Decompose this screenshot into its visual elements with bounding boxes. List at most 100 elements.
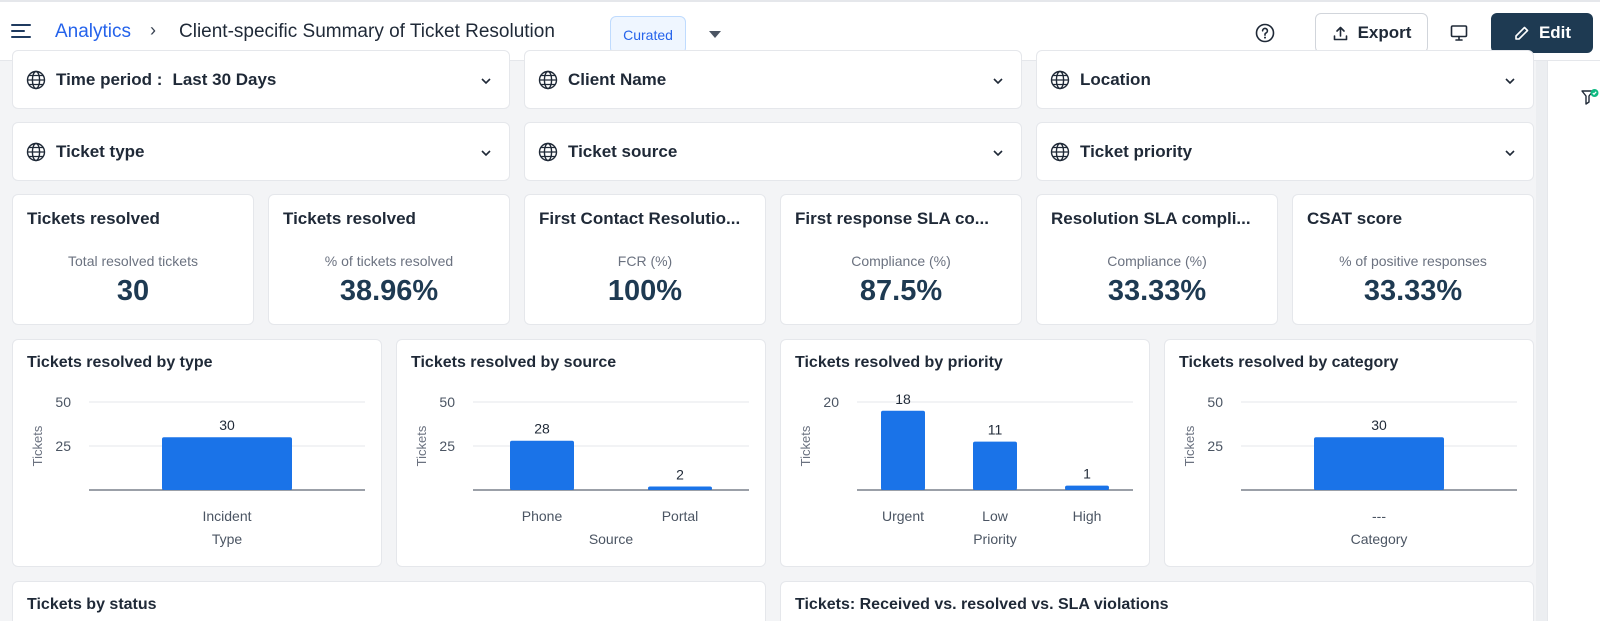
kpi-card-first-response-sla[interactable]: First response SLA co... Compliance (%) … xyxy=(780,194,1022,325)
data-label: 18 xyxy=(895,391,911,407)
monitor-icon[interactable] xyxy=(1449,23,1469,43)
kpi-value: 33.33% xyxy=(1107,275,1207,307)
ticket-type-label: Ticket type xyxy=(56,141,145,161)
data-label: 2 xyxy=(676,466,684,482)
kpi-value: 87.5% xyxy=(859,275,943,307)
kpi-subtitle: % of positive responses xyxy=(1339,253,1487,269)
breadcrumb-analytics[interactable]: Analytics xyxy=(55,21,132,42)
data-label: 11 xyxy=(988,422,1003,438)
globe-icon xyxy=(1050,70,1070,89)
scrollbar[interactable] xyxy=(1536,61,1547,621)
kpi-value: 30 xyxy=(116,275,150,307)
chart-card-by-category[interactable]: Tickets resolved by category 25 50 Tickets… xyxy=(1164,339,1534,567)
export-button[interactable]: Export xyxy=(1315,13,1428,53)
kpi-subtitle: FCR (%) xyxy=(617,253,673,269)
kpi-card-percent-resolved[interactable]: Tickets resolved % of tickets resolved 3… xyxy=(268,194,510,325)
x-tick-label: High xyxy=(1073,508,1102,524)
y-tick-label: 20 xyxy=(823,394,839,410)
x-axis-label: Category xyxy=(1351,531,1408,547)
y-tick-label: 25 xyxy=(1207,438,1223,454)
kpi-card-total-resolved[interactable]: Tickets resolved Total resolved tickets … xyxy=(12,194,254,325)
globe-icon xyxy=(1050,142,1070,161)
bar xyxy=(1065,485,1109,490)
export-label: Export xyxy=(1357,23,1412,42)
kpi-value: 100% xyxy=(607,275,683,307)
kpi-subtitle: Compliance (%) xyxy=(851,253,951,269)
edit-label: Edit xyxy=(1538,23,1572,42)
y-axis-label: Tickets xyxy=(30,425,45,466)
bar xyxy=(1314,437,1444,490)
location-label: Location xyxy=(1080,69,1151,89)
y-tick-label: 25 xyxy=(55,438,71,454)
card-tickets-by-status[interactable]: Tickets by status xyxy=(12,581,766,621)
breadcrumb-separator: › xyxy=(150,20,156,40)
pencil-icon xyxy=(1515,26,1529,40)
curated-badge: Curated xyxy=(610,16,686,54)
x-tick-label: Urgent xyxy=(882,508,924,524)
ticket-priority-label: Ticket priority xyxy=(1080,141,1193,161)
kpi-title: Tickets resolved xyxy=(283,209,416,228)
chevron-down-icon xyxy=(1505,150,1515,157)
filter-ticket-source[interactable]: Ticket source xyxy=(524,122,1022,181)
kpi-title: Tickets resolved xyxy=(27,209,160,228)
x-tick-label: Phone xyxy=(522,508,563,524)
kpi-card-fcr[interactable]: First Contact Resolutio... FCR (%) 100% xyxy=(524,194,766,325)
chevron-down-icon xyxy=(993,150,1003,157)
y-tick-label: 50 xyxy=(439,394,455,410)
kpi-value: 33.33% xyxy=(1363,275,1463,307)
data-label: 30 xyxy=(219,417,235,433)
bar xyxy=(881,410,925,490)
filter-ticket-priority[interactable]: Ticket priority xyxy=(1036,122,1534,181)
data-label: 1 xyxy=(1083,466,1091,482)
x-tick-label: --- xyxy=(1372,508,1386,524)
x-axis-label: Priority xyxy=(973,531,1017,547)
data-label: 28 xyxy=(534,421,550,437)
kpi-title: CSAT score xyxy=(1307,209,1403,228)
chart-by-source: 25 50 Tickets 28 Phone 2 Portal Source xyxy=(414,394,749,547)
right-rail xyxy=(1547,61,1600,621)
x-axis-label: Type xyxy=(212,531,243,547)
kpi-value: 38.96% xyxy=(339,275,439,307)
chevron-down-icon xyxy=(1505,78,1515,85)
card-received-vs-resolved[interactable]: Tickets: Received vs. resolved vs. SLA v… xyxy=(780,581,1534,621)
x-axis-label: Source xyxy=(589,531,634,547)
filter-location[interactable]: Location xyxy=(1036,50,1534,109)
kpi-card-csat[interactable]: CSAT score % of positive responses 33.33… xyxy=(1292,194,1534,325)
y-tick-label: 50 xyxy=(1207,394,1223,410)
filter-applied-icon[interactable] xyxy=(1580,88,1600,108)
kpi-subtitle: Compliance (%) xyxy=(1107,253,1207,269)
chart-card-by-source[interactable]: Tickets resolved by source 25 50 Tickets 28… xyxy=(396,339,766,567)
menu-icon[interactable] xyxy=(11,24,31,40)
filter-client-name[interactable]: Client Name xyxy=(524,50,1022,109)
data-label: 30 xyxy=(1371,417,1387,433)
chevron-down-icon xyxy=(993,78,1003,85)
ticket-source-label: Ticket source xyxy=(568,141,678,161)
chart-title: Tickets resolved by source xyxy=(411,354,617,371)
globe-icon xyxy=(26,70,46,89)
chart-by-type: 25 50 Tickets 30 Incident Type xyxy=(30,394,365,547)
kpi-subtitle: Total resolved tickets xyxy=(68,253,198,269)
chart-card-by-priority[interactable]: Tickets resolved by priority 20 Tickets 18… xyxy=(780,339,1150,567)
filter-time-period[interactable]: Time period : Last 30 Days xyxy=(12,50,510,109)
x-tick-label: Portal xyxy=(662,508,699,524)
chart-title: Tickets resolved by category xyxy=(1179,354,1399,371)
chart-by-priority: 20 Tickets 18 Urgent 11 Low 1 High Priority xyxy=(798,391,1133,547)
globe-icon xyxy=(538,70,558,89)
kpi-title: First response SLA co... xyxy=(795,209,989,228)
x-tick-label: Low xyxy=(982,508,1009,524)
card-title: Tickets by status xyxy=(27,596,157,613)
caret-down-icon[interactable] xyxy=(707,26,723,42)
kpi-title: First Contact Resolutio... xyxy=(539,209,741,228)
bar xyxy=(973,441,1017,490)
chart-card-by-type[interactable]: Tickets resolved by type 25 50 Tickets 30 In… xyxy=(12,339,382,567)
kpi-card-resolution-sla[interactable]: Resolution SLA compli... Compliance (%) … xyxy=(1036,194,1278,325)
help-icon[interactable] xyxy=(1255,23,1275,43)
filter-ticket-type[interactable]: Ticket type xyxy=(12,122,510,181)
chart-by-category: 25 50 Tickets 30 --- Category xyxy=(1182,394,1517,547)
y-axis-label: Tickets xyxy=(1182,425,1197,466)
edit-button[interactable]: Edit xyxy=(1491,13,1593,53)
chevron-down-icon xyxy=(481,150,491,157)
chevron-down-icon xyxy=(481,78,491,85)
x-tick-label: Incident xyxy=(202,508,251,524)
client-name-label: Client Name xyxy=(568,69,667,89)
